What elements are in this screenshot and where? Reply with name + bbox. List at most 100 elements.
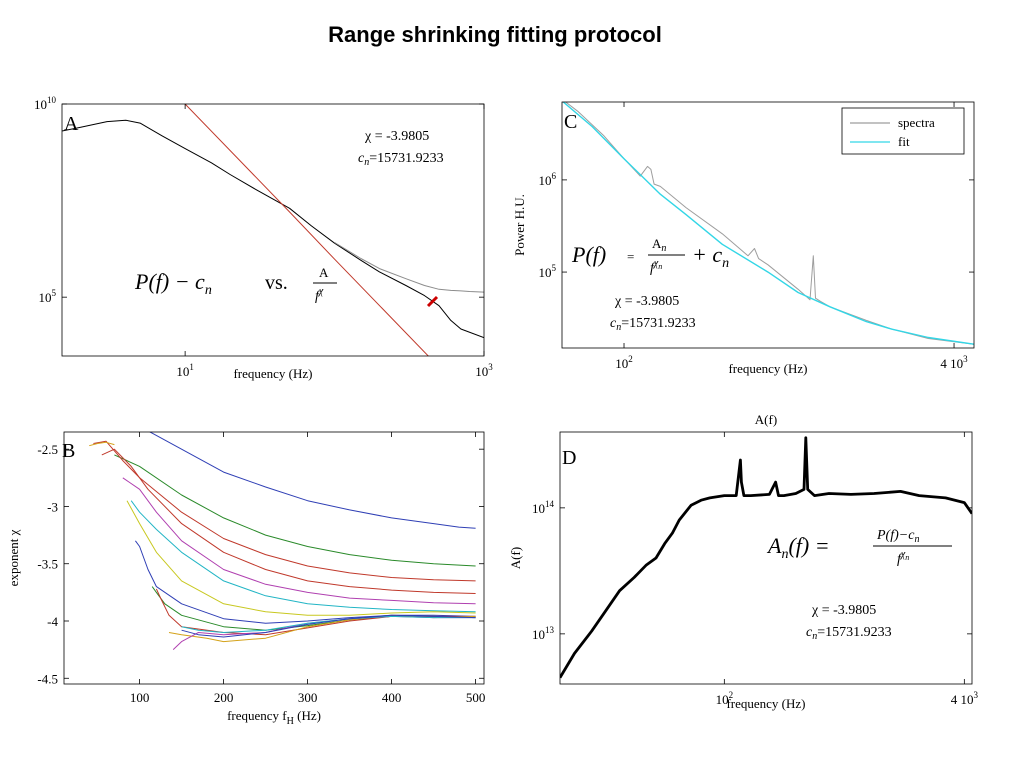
plot-d-xtick-label-0: 102 (716, 690, 734, 707)
panel-b: 100 200 300 400 500 -2.5 -3 -3.5 -4 -4.5 frequency… (6, 431, 486, 727)
plot-a-series-1-line (334, 242, 484, 293)
plot-b-series-13-line (181, 615, 476, 633)
formula-a-vs: vs. (265, 272, 288, 294)
panel-c-legend: spectra fit (841, 107, 965, 155)
plot-c-series-group (562, 102, 974, 345)
formula-c-denominator: fχn (650, 258, 662, 276)
plot-d-ytick-label-0: 1014 (532, 499, 555, 516)
plot-b-ytick-label-3: -4 (47, 614, 58, 629)
plot-b-ytick-label-0: -2.5 (37, 442, 58, 457)
formula-d-numerator: P(f)−cn (876, 528, 919, 545)
plot-d-series-0-line (560, 436, 972, 679)
panel-a: 101 103 1010 105 frequency (Hz) A χ = -3.980… (34, 95, 493, 381)
plot-b-ytick-label-2: -3.5 (37, 557, 58, 572)
plot-b-series-6-line (130, 500, 476, 613)
cn-value: =15731.9233 (621, 316, 695, 331)
plot-b-series-5-line (122, 477, 476, 605)
formula-a-lhs: P(f) − cn (134, 269, 212, 298)
formula-d-denominator: fχn (897, 549, 909, 567)
panel-d-letter: D (562, 447, 576, 469)
cn-value: =15731.9233 (369, 151, 443, 166)
plot-a-series-2-line (184, 104, 429, 356)
formula-c-numerator: An (652, 236, 666, 254)
legend-box (841, 107, 965, 155)
plot-a-series-0-line (62, 119, 484, 339)
cn-subscript: n (812, 631, 817, 642)
plot-c-ylabel: Power H.U. (512, 194, 527, 256)
plot-b-series-group (89, 432, 476, 650)
plot-a-series-group (62, 104, 484, 356)
plot-b-ytick-label-4: -4.5 (37, 671, 58, 686)
plot-b-ytick-label-1: -3 (47, 499, 58, 514)
formula-a-denominator: fχ (315, 286, 324, 304)
panel-c: 102 4 103 106 105 frequency (Hz) Power H.U. C… (512, 101, 975, 376)
plot-c-frame (561, 101, 975, 349)
panel-d-formula: An(f) = P(f)−cn fχn (766, 528, 952, 567)
plot-d-ylabel: A(f) (508, 547, 523, 569)
panel-b-plot-area: 100 200 300 400 500 -2.5 -3 -3.5 -4 -4.5 frequency… (6, 431, 486, 727)
plot-b-series-14-line (181, 614, 476, 638)
formula-a-numerator: A (319, 265, 329, 280)
panel-a-letter: A (64, 113, 79, 135)
plot-d-xtick-label-1: 4 103 (951, 690, 979, 707)
plot-c-xtick-label-1: 4 103 (940, 354, 968, 371)
formula-c-equals: = (627, 249, 634, 264)
plot-d-ytick-label-1: 1013 (532, 625, 555, 642)
plot-b-xtick-label-2: 300 (298, 690, 318, 705)
plot-b-series-11-line (168, 614, 476, 643)
panel-c-plot-area: 102 4 103 106 105 frequency (Hz) Power H.U. (512, 101, 975, 376)
plot-c-xtick-label-0: 102 (615, 354, 633, 371)
panel-a-formula: P(f) − cn vs. A fχ (134, 265, 337, 304)
cn-symbol: c (358, 151, 365, 166)
panel-d-title: A(f) (755, 412, 777, 427)
plot-b-series-0-line (149, 432, 476, 529)
plot-a-frame (61, 103, 485, 357)
plot-b-xtick-label-3: 400 (382, 690, 402, 705)
plot-b-series-3-line (89, 441, 115, 447)
plot-c-ytick-label-1: 105 (539, 263, 557, 280)
panel-a-chi-annotation: χ = -3.9805 (364, 129, 429, 144)
plot-a-xtick-label-1: 103 (475, 362, 493, 379)
formula-c-rhs: + cn (692, 242, 729, 271)
panel-a-red-marker (426, 295, 439, 308)
formula-c-lhs: P(f) (571, 242, 606, 267)
plot-b-series-4-line (101, 448, 476, 594)
formula-d-lhs: An(f) = (766, 533, 830, 562)
cn-symbol: c (806, 625, 813, 640)
plot-b-xtick-label-1: 200 (214, 690, 234, 705)
cn-subscript: n (364, 157, 369, 168)
panel-b-letter: B (62, 440, 75, 462)
panel-a-plot-area: 101 103 1010 105 frequency (Hz) (34, 95, 493, 381)
plot-b-xlabel: frequency fH (Hz) (227, 708, 321, 727)
panel-d-cn-annotation: cn=15731.9233 (806, 625, 892, 642)
plot-d-frame (559, 431, 973, 685)
plot-a-ytick-label-0: 1010 (34, 95, 57, 112)
plot-a-ytick-label-1: 105 (39, 288, 57, 305)
panel-c-formula: P(f) = An fχn + cn (571, 236, 729, 276)
panel-d-chi-annotation: χ = -3.9805 (811, 603, 876, 618)
plot-c-ytick-label-0: 106 (539, 171, 557, 188)
plot-d-series-group (560, 436, 972, 679)
plot-c-series-1-line (562, 102, 974, 345)
page-title: Range shrinking fitting protocol (328, 22, 662, 47)
panel-a-cn-annotation: cn=15731.9233 (358, 151, 444, 168)
panel-c-letter: C (564, 111, 577, 133)
plot-b-ylabel: exponent χ (6, 529, 21, 586)
plot-b-frame (63, 431, 485, 685)
cn-subscript: n (616, 322, 621, 333)
plot-a-xlabel: frequency (Hz) (233, 366, 312, 381)
plot-b-series-7-line (126, 500, 476, 616)
plot-b-series-2-line (93, 440, 476, 582)
cn-symbol: c (610, 316, 617, 331)
cn-value: =15731.9233 (817, 625, 891, 640)
legend-label-spectra: spectra (898, 115, 935, 130)
plot-b-series-1-line (114, 454, 476, 567)
plot-b-xtick-label-4: 500 (466, 690, 486, 705)
plot-b-xtick-label-0: 100 (130, 690, 150, 705)
legend-label-fit: fit (898, 134, 910, 149)
panel-c-chi-annotation: χ = -3.9805 (614, 294, 679, 309)
panel-d-plot-area: 102 4 103 1014 1013 frequency (Hz) A(f) (508, 431, 979, 711)
plot-c-xlabel: frequency (Hz) (728, 361, 807, 376)
